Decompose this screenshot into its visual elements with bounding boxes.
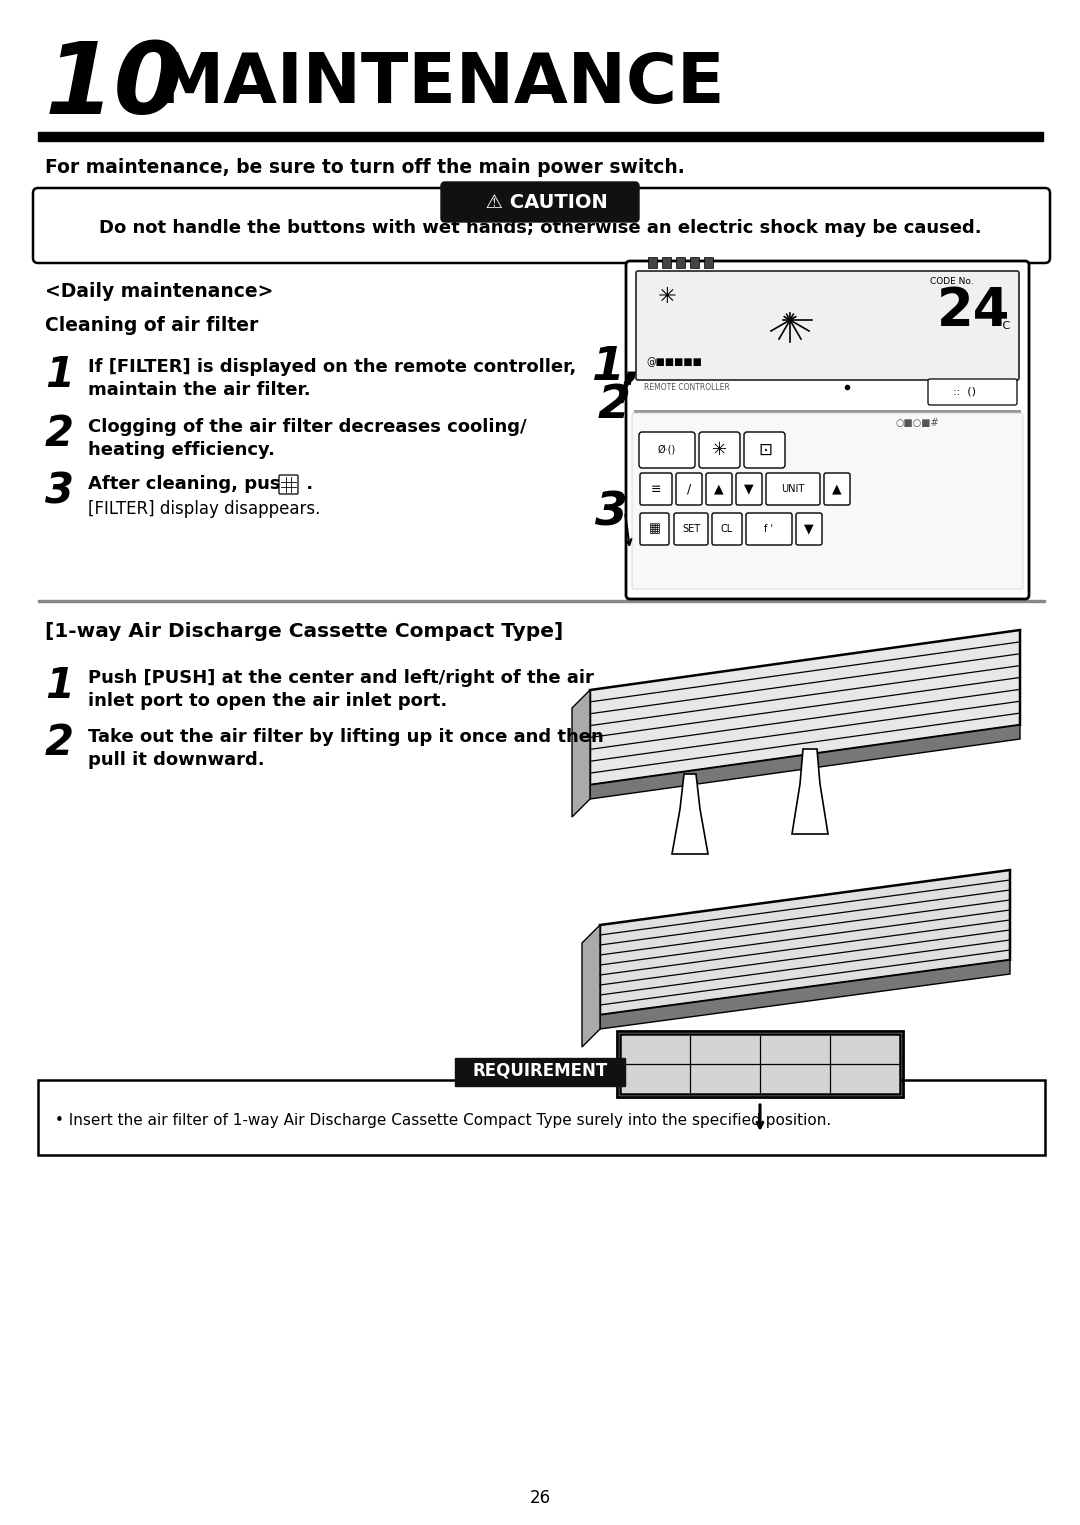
Text: 1: 1 [45,354,75,396]
Text: Ø·(): Ø·() [658,445,676,454]
Text: ⊡: ⊡ [758,441,772,459]
Polygon shape [792,749,828,834]
Text: REQUIREMENT: REQUIREMENT [472,1061,608,1080]
FancyBboxPatch shape [441,181,639,223]
Text: 24: 24 [937,285,1011,337]
Text: For maintenance, be sure to turn off the main power switch.: For maintenance, be sure to turn off the… [45,159,685,177]
Text: CL: CL [720,525,733,534]
FancyBboxPatch shape [699,432,740,468]
Polygon shape [572,689,590,817]
Text: REMOTE CONTROLLER: REMOTE CONTROLLER [644,383,730,392]
FancyBboxPatch shape [640,473,672,505]
FancyBboxPatch shape [33,188,1050,262]
FancyBboxPatch shape [706,473,732,505]
Text: 2: 2 [598,383,631,429]
Text: SET: SET [681,525,700,534]
Text: <Daily maintenance>: <Daily maintenance> [45,282,273,300]
Polygon shape [672,775,708,854]
Bar [455,1058,625,1086]
Text: Clogging of the air filter decreases cooling/: Clogging of the air filter decreases coo… [87,418,527,436]
Text: ▲: ▲ [833,482,841,496]
Text: 3: 3 [595,490,627,535]
Text: .: . [300,474,313,493]
Polygon shape [590,630,1020,785]
Text: ⚠ CAUTION: ⚠ CAUTION [472,192,608,212]
Text: MAINTENANCE: MAINTENANCE [156,50,726,117]
FancyBboxPatch shape [796,512,822,544]
Text: 2: 2 [45,413,75,454]
Polygon shape [600,869,1010,1016]
FancyBboxPatch shape [712,512,742,544]
Bar [704,258,713,268]
FancyBboxPatch shape [636,271,1020,380]
Text: 26: 26 [529,1488,551,1507]
FancyBboxPatch shape [735,473,762,505]
Text: ▼: ▼ [805,523,814,535]
Bar [676,258,685,268]
Text: pull it downward.: pull it downward. [87,750,265,769]
Text: Cleaning of air filter: Cleaning of air filter [45,316,258,336]
Text: If [FILTER] is displayed on the remote controller,: If [FILTER] is displayed on the remote c… [87,358,577,377]
Text: ✳: ✳ [658,287,677,307]
Bar [634,410,1021,413]
Text: ≡: ≡ [651,482,661,496]
Text: /: / [687,482,691,496]
Text: ▼: ▼ [744,482,754,496]
Text: • Insert the air filter of 1-way Air Discharge Cassette Compact Type surely into: • Insert the air filter of 1-way Air Dis… [55,1113,832,1127]
FancyBboxPatch shape [632,413,1023,589]
Text: ::  (): :: () [953,387,976,397]
Bar [690,258,699,268]
Text: [FILTER] display disappears.: [FILTER] display disappears. [87,500,321,519]
Text: Do not handle the buttons with wet hands; otherwise an electric shock may be cau: Do not handle the buttons with wet hands… [98,220,982,236]
Text: maintain the air filter.: maintain the air filter. [87,381,311,400]
Text: 2: 2 [45,721,75,764]
Text: ○■○■#: ○■○■# [895,418,939,429]
Bar [38,1080,1045,1154]
FancyBboxPatch shape [626,261,1029,599]
Text: [1-way Air Discharge Cassette Compact Type]: [1-way Air Discharge Cassette Compact Ty… [45,622,564,640]
Text: Take out the air filter by lifting up it once and then: Take out the air filter by lifting up it… [87,727,604,746]
Text: f ': f ' [765,525,773,534]
FancyBboxPatch shape [766,473,820,505]
Text: 3: 3 [45,470,75,512]
Text: ✳: ✳ [713,441,728,459]
Bar [620,1034,900,1093]
Polygon shape [582,926,600,1048]
Text: 1: 1 [45,665,75,708]
FancyBboxPatch shape [676,473,702,505]
Text: 10: 10 [45,38,185,136]
Text: After cleaning, push: After cleaning, push [87,474,294,493]
Text: @■■■■■: @■■■■■ [646,357,702,368]
Text: heating efficiency.: heating efficiency. [87,441,275,459]
FancyBboxPatch shape [928,380,1017,406]
FancyBboxPatch shape [640,512,669,544]
Text: °C: °C [997,320,1010,331]
Bar [662,258,671,268]
Text: UNIT: UNIT [781,483,805,494]
FancyBboxPatch shape [279,474,298,494]
Text: Push [PUSH] at the center and left/right of the air: Push [PUSH] at the center and left/right… [87,669,594,686]
Bar [38,133,1043,140]
Text: inlet port to open the air inlet port.: inlet port to open the air inlet port. [87,692,447,711]
Text: CODE No.: CODE No. [930,278,974,287]
Text: ▲: ▲ [714,482,724,496]
Bar [617,1031,903,1096]
Text: ▦: ▦ [649,523,660,535]
FancyBboxPatch shape [744,432,785,468]
FancyBboxPatch shape [674,512,708,544]
Polygon shape [590,724,1020,799]
Text: 1,: 1, [592,345,643,390]
FancyBboxPatch shape [639,432,696,468]
Bar [648,258,657,268]
FancyBboxPatch shape [824,473,850,505]
FancyBboxPatch shape [746,512,792,544]
Polygon shape [600,961,1010,1029]
